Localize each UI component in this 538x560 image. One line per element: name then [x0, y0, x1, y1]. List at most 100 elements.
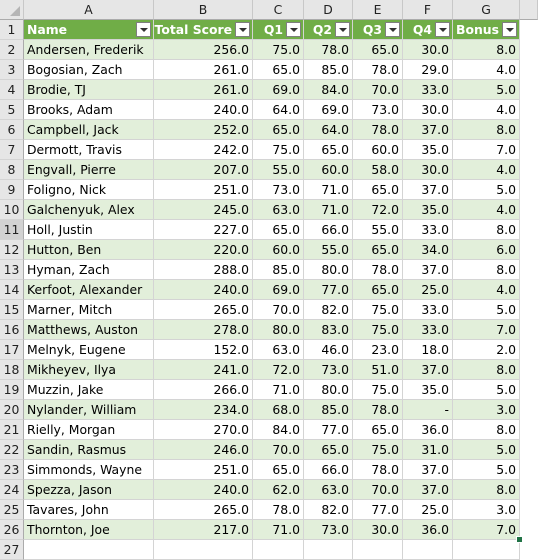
empty-cell[interactable]: [520, 220, 538, 240]
table-cell-name[interactable]: Kerfoot, Alexander: [24, 280, 154, 300]
empty-cell[interactable]: [520, 440, 538, 460]
table-cell-name[interactable]: Melnyk, Eugene: [24, 340, 154, 360]
row-number[interactable]: 21: [0, 420, 24, 440]
table-cell-q3[interactable]: 55.0: [353, 220, 403, 240]
table-cell-name[interactable]: Nylander, William: [24, 400, 154, 420]
row-number[interactable]: 16: [0, 320, 24, 340]
table-header-q4[interactable]: Q4: [403, 20, 453, 40]
filter-dropdown-icon[interactable]: [136, 22, 151, 37]
table-cell-q2[interactable]: 65.0: [304, 140, 353, 160]
empty-cell[interactable]: [520, 480, 538, 500]
select-all-corner[interactable]: [0, 0, 24, 20]
table-cell-q3[interactable]: 51.0: [353, 360, 403, 380]
table-cell-q4[interactable]: 37.0: [403, 480, 453, 500]
empty-cell[interactable]: [520, 280, 538, 300]
table-cell-total-score[interactable]: 207.0: [154, 160, 253, 180]
table-header-bonus[interactable]: Bonus: [453, 20, 520, 40]
empty-cell[interactable]: [520, 460, 538, 480]
table-cell-q1[interactable]: 63.0: [253, 200, 304, 220]
table-cell-q2[interactable]: 73.0: [304, 360, 353, 380]
table-cell-total-score[interactable]: 220.0: [154, 240, 253, 260]
table-cell-q4[interactable]: 33.0: [403, 320, 453, 340]
row-number[interactable]: 14: [0, 280, 24, 300]
table-cell-q2[interactable]: 80.0: [304, 260, 353, 280]
table-cell-q2[interactable]: 77.0: [304, 420, 353, 440]
table-cell-q1[interactable]: 78.0: [253, 500, 304, 520]
column-header-d[interactable]: D: [304, 0, 353, 20]
table-cell-q3[interactable]: 78.0: [353, 260, 403, 280]
table-cell-q1[interactable]: 69.0: [253, 280, 304, 300]
table-cell-name[interactable]: Mikheyev, Ilya: [24, 360, 154, 380]
table-cell-q1[interactable]: 71.0: [253, 380, 304, 400]
table-cell-q3[interactable]: 30.0: [353, 520, 403, 540]
table-cell-name[interactable]: Andersen, Frederik: [24, 40, 154, 60]
table-cell-bonus[interactable]: 5.0: [453, 380, 520, 400]
table-cell-name[interactable]: Sandin, Rasmus: [24, 440, 154, 460]
table-header-q1[interactable]: Q1: [253, 20, 304, 40]
table-cell-total-score[interactable]: 261.0: [154, 80, 253, 100]
table-cell-q3[interactable]: 75.0: [353, 320, 403, 340]
table-cell-q4[interactable]: 33.0: [403, 80, 453, 100]
empty-cell[interactable]: [253, 540, 304, 560]
table-cell-q3[interactable]: 60.0: [353, 140, 403, 160]
row-number[interactable]: 20: [0, 400, 24, 420]
column-header-a[interactable]: A: [24, 0, 154, 20]
column-header-b[interactable]: B: [154, 0, 253, 20]
table-cell-bonus[interactable]: 5.0: [453, 300, 520, 320]
row-number[interactable]: 7: [0, 140, 24, 160]
row-number[interactable]: 12: [0, 240, 24, 260]
empty-cell[interactable]: [520, 60, 538, 80]
table-cell-q4[interactable]: 30.0: [403, 100, 453, 120]
table-cell-q3[interactable]: 65.0: [353, 240, 403, 260]
table-cell-name[interactable]: Hutton, Ben: [24, 240, 154, 260]
empty-cell[interactable]: [520, 380, 538, 400]
column-header-g[interactable]: G: [453, 0, 520, 20]
table-cell-q2[interactable]: 60.0: [304, 160, 353, 180]
table-cell-bonus[interactable]: 7.0: [453, 140, 520, 160]
empty-cell[interactable]: [520, 80, 538, 100]
table-cell-q3[interactable]: 23.0: [353, 340, 403, 360]
table-cell-bonus[interactable]: 8.0: [453, 420, 520, 440]
table-cell-name[interactable]: Tavares, John: [24, 500, 154, 520]
table-cell-q2[interactable]: 71.0: [304, 200, 353, 220]
table-cell-bonus[interactable]: 6.0: [453, 240, 520, 260]
table-cell-bonus[interactable]: 7.0: [453, 520, 520, 540]
table-cell-name[interactable]: Dermott, Travis: [24, 140, 154, 160]
table-cell-total-score[interactable]: 252.0: [154, 120, 253, 140]
row-number[interactable]: 3: [0, 60, 24, 80]
row-number[interactable]: 9: [0, 180, 24, 200]
table-cell-q4[interactable]: 30.0: [403, 40, 453, 60]
table-cell-q1[interactable]: 84.0: [253, 420, 304, 440]
table-cell-name[interactable]: Rielly, Morgan: [24, 420, 154, 440]
table-cell-q4[interactable]: 35.0: [403, 140, 453, 160]
table-header-name[interactable]: Name: [24, 20, 154, 40]
table-cell-q3[interactable]: 75.0: [353, 300, 403, 320]
table-cell-q2[interactable]: 82.0: [304, 300, 353, 320]
table-cell-total-score[interactable]: 240.0: [154, 100, 253, 120]
table-cell-q4[interactable]: 37.0: [403, 360, 453, 380]
row-number[interactable]: 26: [0, 520, 24, 540]
table-cell-q3[interactable]: 70.0: [353, 80, 403, 100]
column-header-e[interactable]: E: [353, 0, 403, 20]
table-cell-q3[interactable]: 65.0: [353, 280, 403, 300]
row-number[interactable]: 25: [0, 500, 24, 520]
table-cell-total-score[interactable]: 261.0: [154, 60, 253, 80]
empty-cell[interactable]: [520, 200, 538, 220]
table-cell-q3[interactable]: 65.0: [353, 180, 403, 200]
table-cell-total-score[interactable]: 217.0: [154, 520, 253, 540]
empty-cell[interactable]: [24, 540, 154, 560]
table-cell-q2[interactable]: 46.0: [304, 340, 353, 360]
table-cell-q1[interactable]: 75.0: [253, 40, 304, 60]
table-header-q2[interactable]: Q2: [304, 20, 353, 40]
row-number[interactable]: 22: [0, 440, 24, 460]
table-cell-q2[interactable]: 82.0: [304, 500, 353, 520]
table-cell-name[interactable]: Holl, Justin: [24, 220, 154, 240]
table-cell-q4[interactable]: 35.0: [403, 380, 453, 400]
table-cell-q2[interactable]: 64.0: [304, 120, 353, 140]
table-cell-total-score[interactable]: 246.0: [154, 440, 253, 460]
empty-cell[interactable]: [353, 540, 403, 560]
table-cell-bonus[interactable]: 5.0: [453, 440, 520, 460]
table-cell-q1[interactable]: 68.0: [253, 400, 304, 420]
table-cell-q2[interactable]: 63.0: [304, 480, 353, 500]
empty-cell[interactable]: [520, 500, 538, 520]
